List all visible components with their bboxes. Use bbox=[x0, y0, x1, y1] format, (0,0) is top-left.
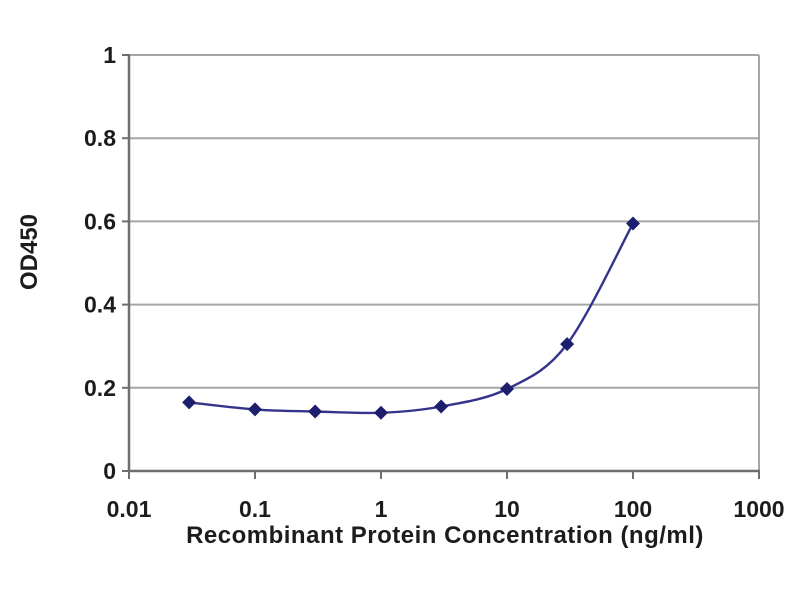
x-tick-label: 100 bbox=[614, 496, 652, 522]
x-tick-label: 0.1 bbox=[239, 496, 271, 522]
series-line bbox=[188, 222, 635, 415]
data-point-marker bbox=[434, 399, 449, 414]
y-tick-label: 1 bbox=[103, 42, 116, 68]
y-tick-label: 0.2 bbox=[84, 375, 116, 401]
y-axis-title: OD450 bbox=[16, 213, 43, 291]
data-point-marker bbox=[182, 395, 197, 410]
y-tick-label: 0 bbox=[103, 458, 116, 484]
data-point-marker bbox=[500, 382, 514, 397]
data-point-marker bbox=[308, 404, 323, 419]
data-point-marker bbox=[626, 216, 640, 231]
x-tick-label: 10 bbox=[494, 496, 520, 522]
y-tick-label: 0.4 bbox=[84, 292, 116, 318]
y-tick-label: 0.6 bbox=[84, 208, 116, 234]
data-point-marker bbox=[248, 402, 262, 417]
data-point-marker bbox=[560, 337, 575, 352]
x-axis-title: Recombinant Protein Concentration (ng/ml… bbox=[186, 522, 704, 549]
y-tick-label: 0.8 bbox=[84, 125, 116, 151]
data-point-marker bbox=[374, 405, 388, 420]
x-tick-label: 1000 bbox=[733, 496, 784, 522]
x-tick-label: 1 bbox=[375, 496, 388, 522]
x-tick-label: 0.01 bbox=[107, 496, 152, 522]
